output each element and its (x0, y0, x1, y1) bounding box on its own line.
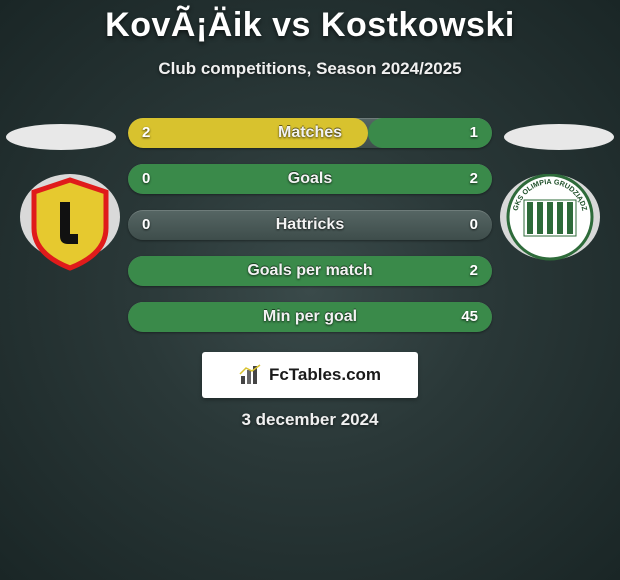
club-crest-right: GKS OLIMPIA GRUDZIĄDZ (500, 174, 600, 274)
page-title: KovÃ¡Äik vs Kostkowski (0, 0, 620, 45)
stat-value-right: 45 (447, 302, 492, 332)
stat-value-right: 1 (456, 118, 492, 148)
stat-row: Goals0 2 (128, 164, 492, 194)
stat-label: Goals (128, 164, 492, 194)
stat-row: Hattricks0 0 (128, 210, 492, 240)
stat-value-left: 0 (128, 164, 164, 194)
stat-value-right: 2 (456, 256, 492, 286)
platform-right (504, 124, 614, 150)
stat-label: Min per goal (128, 302, 492, 332)
club-badge-right: GKS OLIMPIA GRUDZIĄDZ (500, 174, 600, 274)
stat-rows: Matches21Goals02Hattricks00Goals per mat… (128, 118, 492, 348)
subtitle: Club competitions, Season 2024/2025 (0, 59, 620, 79)
stat-label: Matches (128, 118, 492, 148)
stat-value-right: 0 (456, 210, 492, 240)
stat-label: Hattricks (128, 210, 492, 240)
bar-chart-icon (239, 364, 263, 386)
stat-row: Goals per match2 (128, 256, 492, 286)
stat-row: Min per goal45 (128, 302, 492, 332)
club-badge-left (20, 174, 120, 274)
stat-value-left: 2 (128, 118, 164, 148)
brand-box[interactable]: FcTables.com (202, 352, 418, 398)
brand-text: FcTables.com (269, 365, 381, 385)
club-crest-left (20, 174, 120, 274)
stat-value-right: 2 (456, 164, 492, 194)
platform-left (6, 124, 116, 150)
stat-row: Matches2 1 (128, 118, 492, 148)
comparison-card: KovÃ¡Äik vs Kostkowski Club competitions… (0, 0, 620, 580)
date-text: 3 december 2024 (0, 410, 620, 430)
stat-label: Goals per match (128, 256, 492, 286)
stat-value-left: 0 (128, 210, 164, 240)
